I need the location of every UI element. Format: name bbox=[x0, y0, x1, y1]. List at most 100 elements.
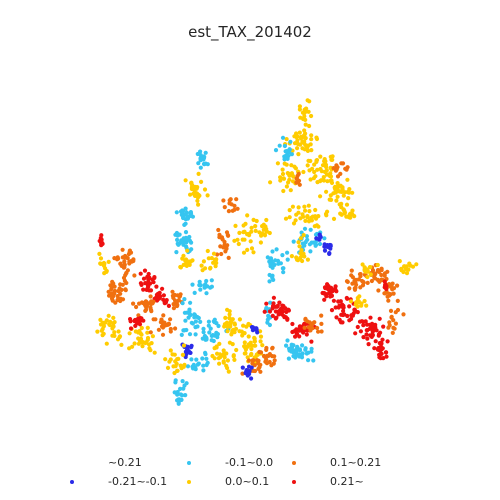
map-point bbox=[359, 303, 364, 308]
map-point bbox=[276, 261, 281, 266]
map-point bbox=[297, 348, 303, 353]
map-point bbox=[225, 329, 230, 334]
map-point bbox=[104, 341, 109, 346]
map-point bbox=[233, 326, 239, 331]
map-point bbox=[223, 315, 228, 320]
map-point bbox=[338, 320, 344, 325]
map-point bbox=[303, 218, 308, 223]
map-point bbox=[204, 291, 209, 296]
map-point bbox=[227, 340, 232, 345]
map-point bbox=[280, 167, 285, 172]
map-point bbox=[217, 232, 222, 237]
map-point bbox=[273, 148, 279, 153]
map-point bbox=[324, 213, 329, 218]
map-point bbox=[381, 324, 386, 329]
map-point bbox=[273, 309, 278, 314]
map-point bbox=[243, 347, 248, 352]
map-point bbox=[141, 287, 146, 292]
map-point bbox=[219, 251, 224, 257]
map-point bbox=[302, 114, 307, 119]
map-point bbox=[202, 283, 207, 288]
map-point bbox=[227, 201, 232, 206]
map-point bbox=[148, 288, 154, 293]
map-point bbox=[301, 233, 306, 238]
map-point bbox=[190, 282, 195, 287]
map-point bbox=[170, 352, 175, 357]
map-point bbox=[258, 362, 263, 367]
map-point bbox=[290, 321, 295, 327]
map-point bbox=[265, 317, 270, 322]
map-point bbox=[284, 153, 289, 158]
map-point bbox=[225, 365, 230, 371]
map-point bbox=[414, 262, 419, 267]
map-point bbox=[220, 237, 225, 242]
map-point bbox=[178, 386, 183, 391]
map-point bbox=[294, 131, 299, 136]
map-point bbox=[296, 178, 302, 183]
map-point bbox=[200, 356, 205, 361]
map-point bbox=[305, 145, 310, 150]
map-point bbox=[344, 202, 350, 207]
map-point bbox=[353, 277, 358, 282]
map-point bbox=[283, 216, 289, 221]
legend-label-0: ~0.21 bbox=[108, 456, 142, 469]
map-point bbox=[273, 316, 278, 321]
map-point bbox=[392, 326, 397, 331]
map-point bbox=[227, 312, 232, 317]
map-point bbox=[319, 313, 324, 318]
map-point bbox=[379, 268, 384, 273]
map-point bbox=[258, 334, 264, 339]
map-point bbox=[307, 168, 312, 173]
map-point bbox=[180, 379, 185, 384]
map-point bbox=[311, 358, 316, 363]
map-point bbox=[309, 148, 314, 153]
map-point bbox=[148, 294, 153, 299]
map-point bbox=[378, 352, 384, 357]
map-point bbox=[241, 323, 246, 328]
map-point bbox=[166, 303, 171, 308]
map-point bbox=[246, 334, 251, 339]
map-point bbox=[361, 323, 366, 328]
map-point bbox=[184, 381, 189, 386]
map-point bbox=[297, 328, 302, 333]
map-point bbox=[192, 313, 198, 318]
map-point bbox=[216, 356, 221, 361]
map-point bbox=[375, 269, 380, 274]
map-point bbox=[217, 361, 222, 366]
map-point bbox=[120, 282, 125, 287]
map-point bbox=[297, 352, 302, 357]
map-point bbox=[198, 156, 203, 161]
map-point bbox=[117, 286, 122, 291]
map-point bbox=[120, 297, 126, 302]
map-point bbox=[161, 293, 166, 298]
map-point bbox=[145, 325, 150, 330]
map-point bbox=[107, 322, 112, 327]
map-point bbox=[232, 203, 237, 208]
map-point bbox=[289, 254, 294, 259]
map-point bbox=[364, 332, 369, 337]
map-point bbox=[357, 319, 363, 324]
map-point bbox=[384, 354, 389, 359]
map-point bbox=[98, 261, 103, 266]
map-point bbox=[285, 338, 290, 343]
map-point bbox=[98, 317, 103, 322]
map-point bbox=[132, 273, 137, 278]
map-point bbox=[318, 154, 323, 159]
map-point bbox=[325, 209, 330, 214]
map-point bbox=[174, 210, 179, 215]
map-point bbox=[206, 323, 211, 328]
map-point bbox=[182, 328, 187, 333]
map-point bbox=[221, 353, 226, 358]
legend-label-1: -0.21~-0.1 bbox=[108, 475, 168, 488]
map-point bbox=[272, 354, 277, 359]
map-point bbox=[298, 115, 303, 120]
map-point bbox=[166, 321, 171, 326]
map-point bbox=[353, 309, 358, 314]
map-point bbox=[309, 346, 314, 351]
map-point bbox=[368, 272, 373, 277]
map-point bbox=[309, 133, 314, 138]
map-point bbox=[389, 283, 394, 288]
map-point bbox=[365, 280, 370, 285]
map-point bbox=[285, 257, 290, 262]
map-point bbox=[160, 325, 166, 330]
